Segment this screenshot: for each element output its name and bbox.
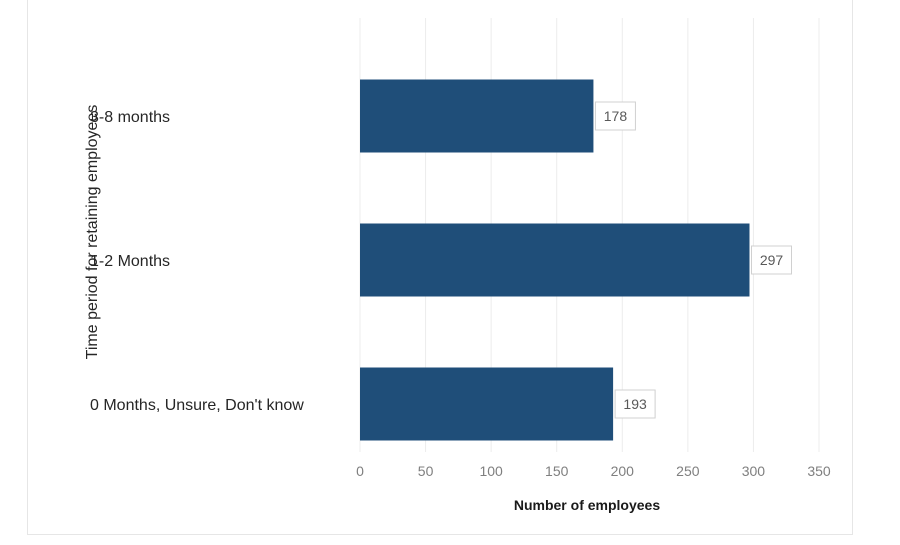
x-tick-label: 150 <box>545 463 569 479</box>
chart-card: 3-8 months 1-2 Months 0 Months, Unsure, Do… <box>27 0 853 535</box>
x-tick-label: 300 <box>742 463 766 479</box>
bar <box>360 79 594 153</box>
data-label: 193 <box>623 396 647 412</box>
category-labels: 3-8 months 1-2 Months 0 Months, Unsure, Do… <box>90 109 304 414</box>
data-label-box <box>594 101 636 131</box>
category-label: 0 Months, Unsure, Don't know <box>90 397 304 414</box>
bar-chart: 3-8 months 1-2 Months 0 Months, Unsure, Do… <box>84 18 831 513</box>
category-label: 3-8 months <box>90 109 170 126</box>
data-label-box <box>614 389 656 419</box>
x-tick-labels: 0 50 100 150 200 250 300 350 <box>356 463 831 479</box>
x-tick-label: 250 <box>676 463 700 479</box>
bar <box>360 367 614 441</box>
data-label: 297 <box>760 252 784 268</box>
x-axis-title: Number of employees <box>514 497 660 513</box>
bars <box>360 79 750 441</box>
y-axis-title: Time period for retaining employees <box>84 105 101 360</box>
data-label-box <box>750 245 792 275</box>
bar <box>360 223 750 297</box>
category-label: 1-2 Months <box>90 253 170 270</box>
x-tick-label: 0 <box>356 463 364 479</box>
x-tick-label: 100 <box>479 463 503 479</box>
x-tick-label: 350 <box>807 463 831 479</box>
x-tick-label: 200 <box>611 463 635 479</box>
x-tick-label: 50 <box>418 463 434 479</box>
data-labels: 178 297 193 <box>594 101 792 419</box>
data-label: 178 <box>604 108 628 124</box>
